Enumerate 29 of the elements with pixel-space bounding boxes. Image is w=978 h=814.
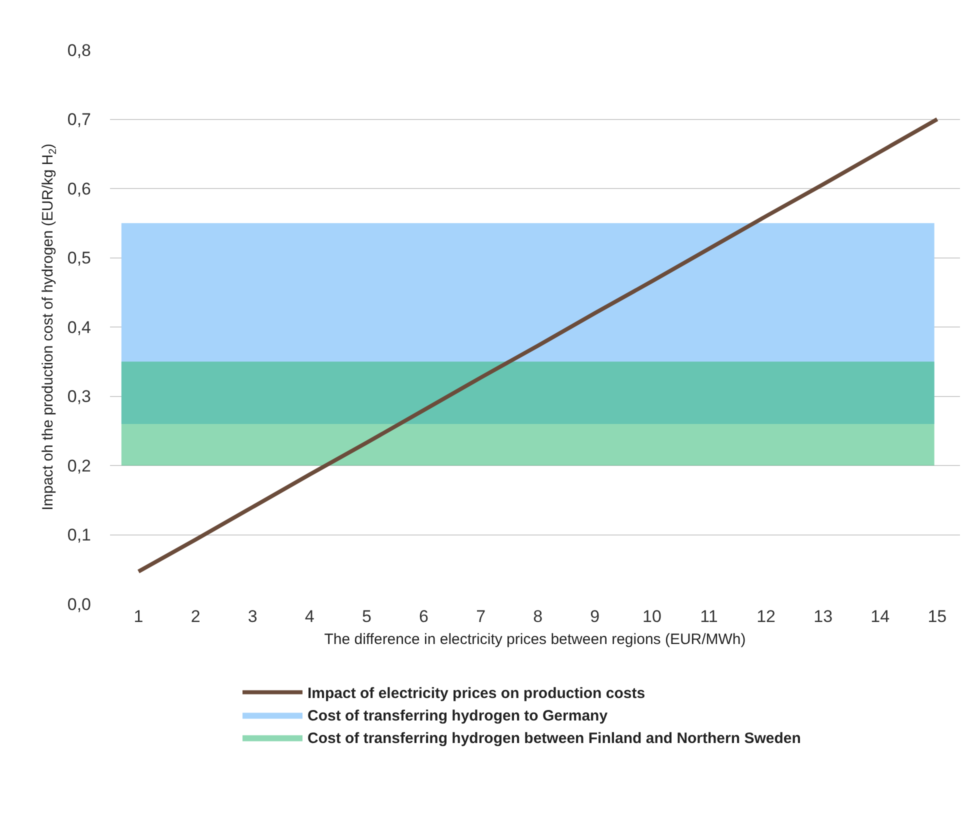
x-tick-label: 12 <box>756 607 776 626</box>
x-tick-label: 2 <box>190 607 200 626</box>
y-tick-label: 0,2 <box>67 456 91 476</box>
x-tick-label: 4 <box>304 607 314 626</box>
x-tick-label: 5 <box>362 607 372 626</box>
y-tick-label: 0,0 <box>67 594 91 614</box>
y-tick-label: 0,4 <box>67 318 91 337</box>
x-tick-label: 8 <box>533 607 543 626</box>
x-axis-title: The difference in electricity prices between regions (EUR/MWh) <box>324 631 746 648</box>
x-tick-label: 1 <box>134 607 144 626</box>
y-tick-label: 0,5 <box>67 248 91 268</box>
x-tick-label: 15 <box>928 607 947 626</box>
y-tick-label: 0,3 <box>67 387 91 406</box>
line-series <box>136 117 940 574</box>
x-tick-label: 9 <box>590 607 600 626</box>
legend-label: Cost of transferring hydrogen to Germany <box>308 708 608 725</box>
y-tick-label: 0,6 <box>67 179 91 198</box>
x-tick-label: 11 <box>700 607 718 626</box>
y-tick-label: 0,1 <box>67 526 91 545</box>
x-tick-label: 14 <box>870 607 890 626</box>
x-tick-label: 7 <box>476 607 486 626</box>
legend-label: Impact of electricity prices on production costs <box>308 685 646 702</box>
y-tick-label: 0,8 <box>67 40 91 60</box>
legend-label: Cost of transferring hydrogen between Finland and Northern Sweden <box>308 730 801 748</box>
x-tick-label: 3 <box>248 607 258 626</box>
x-tick-label: 6 <box>419 607 428 626</box>
y-tick-label: 0,7 <box>67 110 91 130</box>
x-tick-label: 13 <box>814 607 833 626</box>
x-tick-label: 10 <box>642 607 662 626</box>
